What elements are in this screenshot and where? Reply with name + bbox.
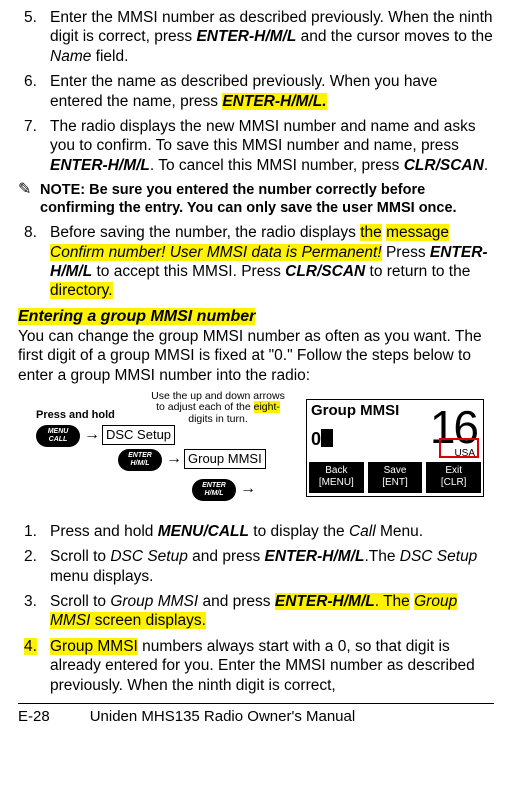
manual-title: Uniden MHS135 Radio Owner's Manual <box>90 708 356 727</box>
list-num: 4. <box>18 637 50 695</box>
list-body: Enter the name as described previously. … <box>50 72 494 111</box>
lcd-entry: 0 <box>311 428 333 451</box>
pencil-icon: ✎ <box>18 181 40 217</box>
page-number: E-28 <box>18 708 50 727</box>
list-num: 2. <box>18 547 50 586</box>
lcd-title: Group MMSI <box>311 402 399 421</box>
arrow-icon: → <box>84 427 100 443</box>
diagram-tip: Use the up and down arrows to adjust eac… <box>143 391 293 426</box>
list-num: 6. <box>18 72 50 111</box>
list-body: Press and hold MENU/CALL to display the … <box>50 522 494 541</box>
lcd-screen: Group MMSI 0 16 USA Back [MENU] Save [EN… <box>306 399 484 497</box>
list-num: 7. <box>18 117 50 175</box>
softkey-save: Save [ENT] <box>368 462 423 493</box>
list-item-b4: 4. Group MMSI numbers always start with … <box>18 637 494 695</box>
list-item-7: 7. The radio displays the new MMSI numbe… <box>18 117 494 175</box>
diagram: Press and hold MENU CALL → DSC Setup ENT… <box>18 391 494 516</box>
list-body: Group MMSI numbers always start with a 0… <box>50 637 494 695</box>
list-item-b3: 3. Scroll to Group MMSI and press ENTER-… <box>18 592 494 631</box>
group-mmsi-box: Group MMSI <box>184 449 266 469</box>
list-body: Before saving the number, the radio disp… <box>50 223 494 301</box>
list-item-8: 8. Before saving the number, the radio d… <box>18 223 494 301</box>
softkey-exit: Exit [CLR] <box>426 462 481 493</box>
top-list: 5. Enter the MMSI number as described pr… <box>18 8 494 175</box>
red-highlight-box <box>439 438 479 458</box>
dsc-setup-box: DSC Setup <box>102 425 175 445</box>
lcd-softkeys: Back [MENU] Save [ENT] Exit [CLR] <box>307 462 483 495</box>
list-body: Enter the MMSI number as described previ… <box>50 8 494 66</box>
list-num: 1. <box>18 522 50 541</box>
list-item-b2: 2. Scroll to DSC Setup and press ENTER-H… <box>18 547 494 586</box>
list-body: Scroll to Group MMSI and press ENTER-H/M… <box>50 592 494 631</box>
arrow-icon: → <box>240 481 256 497</box>
page: 5. Enter the MMSI number as described pr… <box>0 0 512 733</box>
footer: E-28 Uniden MHS135 Radio Owner's Manual <box>18 703 494 727</box>
cursor-icon <box>321 429 333 447</box>
enter-button-icon: ENTER H/M/L <box>118 449 162 471</box>
lcd-top: Group MMSI 0 16 USA <box>307 400 483 462</box>
note: ✎ NOTE: Be sure you entered the number c… <box>18 181 494 217</box>
list-item-b1: 1. Press and hold MENU/CALL to display t… <box>18 522 494 541</box>
list-num: 8. <box>18 223 50 301</box>
list-item-6: 6. Enter the name as described previousl… <box>18 72 494 111</box>
list-num: 5. <box>18 8 50 66</box>
list-body: The radio displays the new MMSI number a… <box>50 117 494 175</box>
list-item-5: 5. Enter the MMSI number as described pr… <box>18 8 494 66</box>
menu-call-button-icon: MENU CALL <box>36 425 80 447</box>
list-body: Scroll to DSC Setup and press ENTER-H/M/… <box>50 547 494 586</box>
arrow-icon: → <box>166 451 182 467</box>
softkey-back: Back [MENU] <box>309 462 364 493</box>
list-num: 3. <box>18 592 50 631</box>
section-heading: Entering a group MMSI number <box>18 307 494 327</box>
section-para: You can change the group MMSI number as … <box>18 327 494 385</box>
mid-list: 8. Before saving the number, the radio d… <box>18 223 494 301</box>
note-body: NOTE: Be sure you entered the number cor… <box>40 181 494 217</box>
bottom-list: 1. Press and hold MENU/CALL to display t… <box>18 522 494 695</box>
enter-button-icon: ENTER H/M/L <box>192 479 236 501</box>
press-hold-label: Press and hold <box>36 409 115 423</box>
